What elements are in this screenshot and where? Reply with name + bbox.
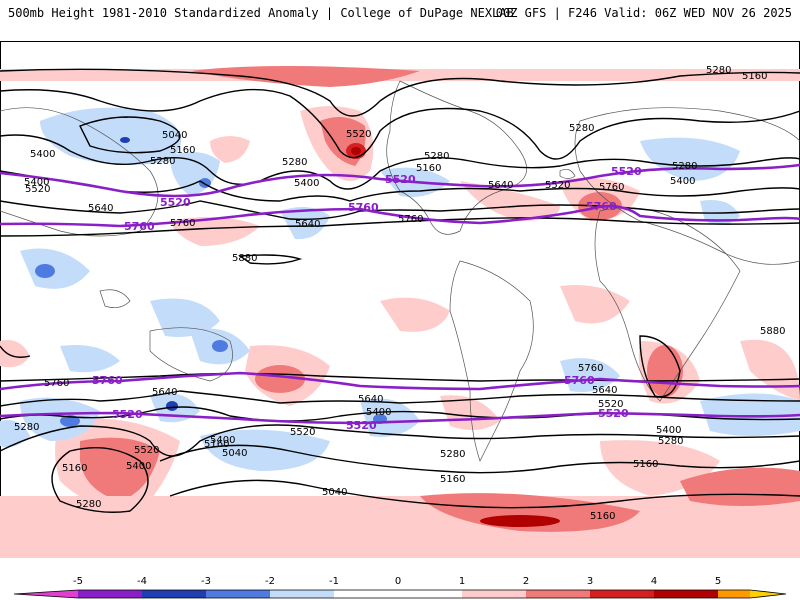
swatch-pos3 xyxy=(590,590,654,598)
contour-label: 5280 xyxy=(672,161,697,172)
contour-label: 5760 xyxy=(124,220,155,233)
contour-label: 5400 xyxy=(656,425,681,436)
contour-label: 5520 xyxy=(160,196,191,209)
contour-label: 5400 xyxy=(30,149,55,160)
contour-label: 5520 xyxy=(385,173,416,186)
contour-label: 5640 xyxy=(295,219,320,230)
height-contours xyxy=(0,68,800,513)
contour-label: 5880 xyxy=(760,326,785,337)
contour-label: 5040 xyxy=(222,448,247,459)
contour-label: 5760 xyxy=(578,363,603,374)
contour-label: 5880 xyxy=(232,253,257,264)
contour-label: 5160 xyxy=(62,463,87,474)
contour-label: 5520 xyxy=(611,165,642,178)
swatch-pos1 xyxy=(462,590,526,598)
contour-label: 5400 xyxy=(24,177,49,188)
model-run-valid-time: 00Z GFS | F246 Valid: 06Z WED NOV 26 202… xyxy=(495,6,792,20)
contour-label: 5520 xyxy=(346,419,377,432)
contour-label: 5280 xyxy=(658,436,683,447)
tick-label: 1 xyxy=(459,576,465,587)
contour-label: 5760 xyxy=(586,200,617,213)
contour-label: 5640 xyxy=(488,180,513,191)
negative-anomaly-shading xyxy=(0,107,800,471)
colorbar-swatches xyxy=(13,589,787,599)
tick-label: -3 xyxy=(201,576,211,587)
contour-label: 5760 xyxy=(170,218,195,229)
contour-label: 5520 xyxy=(545,180,570,191)
contour-label: 5280 xyxy=(569,123,594,134)
swatch-neg4 xyxy=(78,590,142,598)
swatch-pos4 xyxy=(654,590,718,598)
contour-label: 5520 xyxy=(290,427,315,438)
contour-label: 5520 xyxy=(598,407,629,420)
contour-label: 5280 xyxy=(76,499,101,510)
swatch-neg3 xyxy=(142,590,206,598)
contour-label: 5280 xyxy=(706,65,731,76)
swatch-pos2 xyxy=(526,590,590,598)
contour-label: 5400 xyxy=(294,178,319,189)
anomaly-colorbar: -5 -4 -3 -2 -1 0 1 2 3 4 5 xyxy=(0,572,800,600)
contour-label: 5280 xyxy=(282,157,307,168)
contour-label: 5160 xyxy=(416,163,441,174)
swatch-pos5 xyxy=(718,590,750,598)
contour-label: 5520 xyxy=(134,445,159,456)
contour-label: 5760 xyxy=(599,182,624,193)
tick-label: 3 xyxy=(587,576,593,587)
contour-label: 5280 xyxy=(424,151,449,162)
contour-label: 5760 xyxy=(564,374,595,387)
contour-label: 5520 xyxy=(25,184,50,195)
swatch-neg5 xyxy=(14,590,78,598)
contour-label: 5520 xyxy=(598,399,623,410)
contour-label: 5160 xyxy=(204,439,229,450)
swatch-neg1 xyxy=(270,590,334,598)
tick-label: -1 xyxy=(329,576,339,587)
swatch-zero xyxy=(334,590,462,598)
contour-label: 5040 xyxy=(322,487,347,498)
positive-anomaly-shading xyxy=(0,66,800,558)
contour-label: 5160 xyxy=(440,474,465,485)
contour-label: 5760 xyxy=(398,214,423,225)
contour-label: 5040 xyxy=(162,130,187,141)
contour-label: 5640 xyxy=(358,394,383,405)
contour-label-layer: 5280 5160 5040 5160 5280 5400 5520 5640 … xyxy=(14,65,785,522)
swatch-neg2 xyxy=(206,590,270,598)
map-title: 500mb Height 1981-2010 Standardized Anom… xyxy=(8,6,514,20)
tick-label: -5 xyxy=(73,576,83,587)
contour-label: 5160 xyxy=(633,459,658,470)
contour-label: 5280 xyxy=(440,449,465,460)
contour-label: 5520 xyxy=(112,408,143,421)
tick-label: 4 xyxy=(651,576,657,587)
contour-label: 5160 xyxy=(742,71,767,82)
contour-label: 5640 xyxy=(152,387,177,398)
contour-label: 5280 xyxy=(150,156,175,167)
contour-label: 5400 xyxy=(366,407,391,418)
contour-label: 5640 xyxy=(592,385,617,396)
contour-label: 5400 xyxy=(210,435,235,446)
contour-label: 5760 xyxy=(44,378,69,389)
colorbar-ticks: -5 -4 -3 -2 -1 0 1 2 3 4 5 xyxy=(73,576,721,587)
swatch-pos6 xyxy=(750,590,786,598)
contour-label: 5760 xyxy=(348,201,379,214)
title-bar: 500mb Height 1981-2010 Standardized Anom… xyxy=(0,0,800,30)
contour-label: 5160 xyxy=(170,145,195,156)
map-svg: 5280 5160 5040 5160 5280 5400 5520 5640 … xyxy=(0,41,800,558)
contour-label: 5760 xyxy=(92,374,123,387)
colorbar-outline xyxy=(13,589,787,599)
contour-label: 5640 xyxy=(88,203,113,214)
tick-label: -2 xyxy=(265,576,275,587)
colorbar-svg: -5 -4 -3 -2 -1 0 1 2 3 4 5 xyxy=(13,576,787,599)
contour-label: 5280 xyxy=(14,422,39,433)
tick-label: 2 xyxy=(523,576,529,587)
anomaly-map: 5280 5160 5040 5160 5280 5400 5520 5640 … xyxy=(0,41,800,558)
contour-label: 5400 xyxy=(126,461,151,472)
standard-contours xyxy=(0,163,800,425)
tick-label: 0 xyxy=(395,576,401,587)
contour-label: 5520 xyxy=(346,129,371,140)
contour-label: 5160 xyxy=(590,511,615,522)
tick-label: -4 xyxy=(137,576,147,587)
contour-label: 5400 xyxy=(670,176,695,187)
tick-label: 5 xyxy=(715,576,721,587)
